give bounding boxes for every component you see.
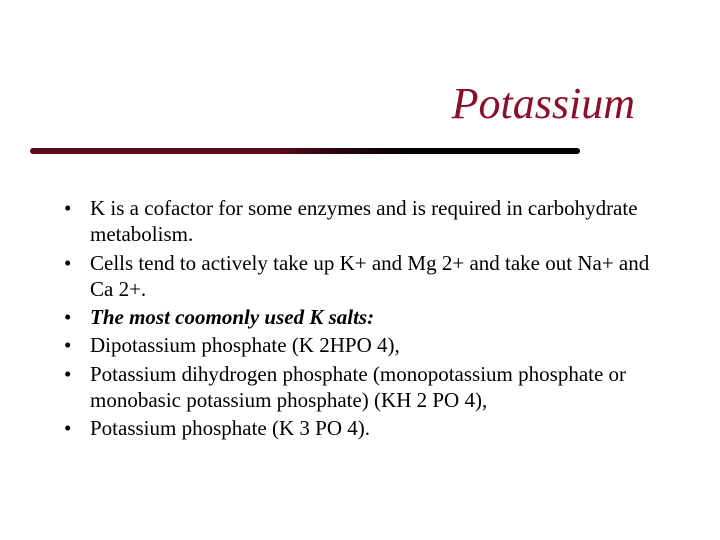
bullet-list: • K is a cofactor for some enzymes and i… (62, 195, 662, 443)
bullet-marker: • (62, 415, 90, 441)
bullet-marker: • (62, 332, 90, 358)
bullet-text: Potassium phosphate (K 3 PO 4). (90, 415, 662, 441)
list-item: • K is a cofactor for some enzymes and i… (62, 195, 662, 248)
bullet-marker: • (62, 361, 90, 387)
bullet-text: K is a cofactor for some enzymes and is … (90, 195, 662, 248)
list-item: • Cells tend to actively take up K+ and … (62, 250, 662, 303)
list-item: • The most coomonly used K salts: (62, 304, 662, 330)
bullet-text: Dipotassium phosphate (K 2HPO 4), (90, 332, 662, 358)
bullet-text: Potassium dihydrogen phosphate (monopota… (90, 361, 662, 414)
list-item: • Dipotassium phosphate (K 2HPO 4), (62, 332, 662, 358)
bullet-text: The most coomonly used K salts: (90, 304, 662, 330)
list-item: • Potassium phosphate (K 3 PO 4). (62, 415, 662, 441)
bullet-marker: • (62, 195, 90, 221)
list-item: • Potassium dihydrogen phosphate (monopo… (62, 361, 662, 414)
bullet-text: Cells tend to actively take up K+ and Mg… (90, 250, 662, 303)
bullet-marker: • (62, 250, 90, 276)
slide-title: Potassium (452, 78, 635, 129)
bullet-marker: • (62, 304, 90, 330)
title-divider (30, 148, 580, 154)
